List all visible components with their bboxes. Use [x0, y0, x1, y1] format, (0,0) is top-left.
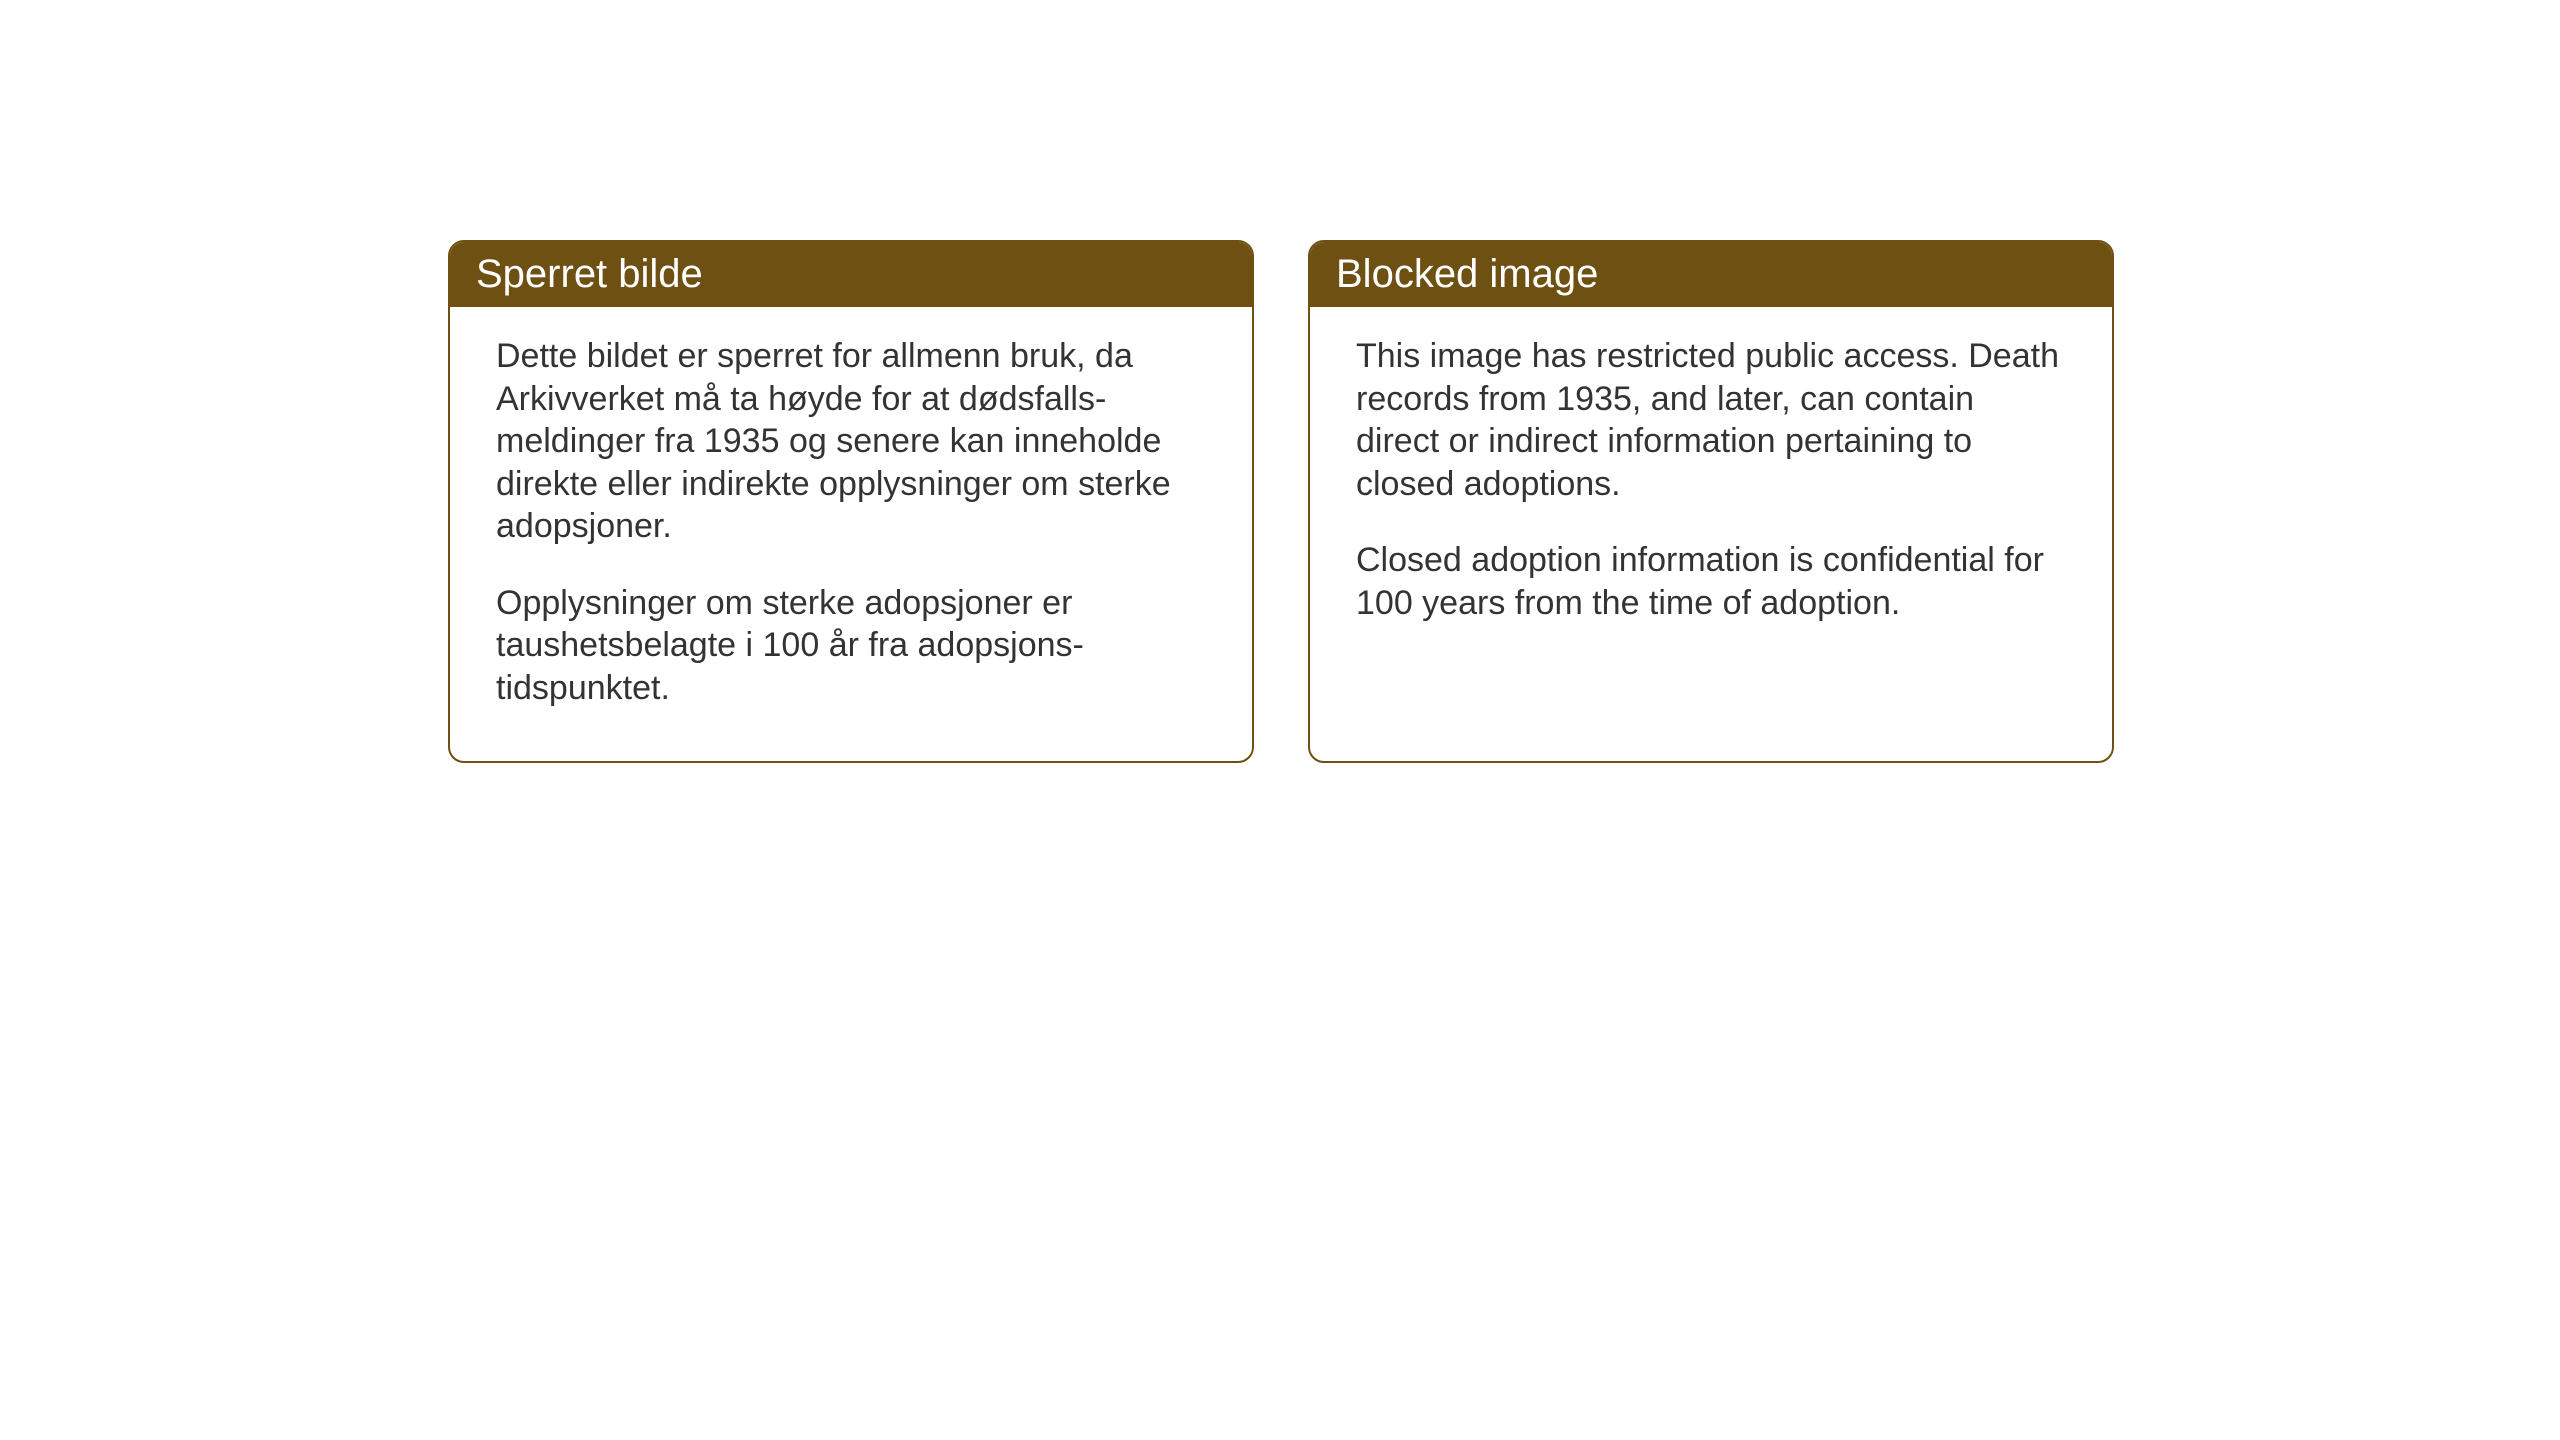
- card-paragraph-1-norwegian: Dette bildet er sperret for allmenn bruk…: [496, 335, 1206, 548]
- card-body-norwegian: Dette bildet er sperret for allmenn bruk…: [450, 307, 1252, 761]
- card-norwegian: Sperret bilde Dette bildet er sperret fo…: [448, 240, 1254, 763]
- card-english: Blocked image This image has restricted …: [1308, 240, 2114, 763]
- cards-container: Sperret bilde Dette bildet er sperret fo…: [448, 240, 2114, 763]
- card-header-norwegian: Sperret bilde: [450, 242, 1252, 307]
- card-paragraph-2-norwegian: Opplysninger om sterke adopsjoner er tau…: [496, 582, 1206, 710]
- card-body-english: This image has restricted public access.…: [1310, 307, 2112, 676]
- card-paragraph-1-english: This image has restricted public access.…: [1356, 335, 2066, 505]
- card-title-english: Blocked image: [1336, 252, 1598, 296]
- card-title-norwegian: Sperret bilde: [476, 252, 703, 296]
- card-header-english: Blocked image: [1310, 242, 2112, 307]
- card-paragraph-2-english: Closed adoption information is confident…: [1356, 539, 2066, 624]
